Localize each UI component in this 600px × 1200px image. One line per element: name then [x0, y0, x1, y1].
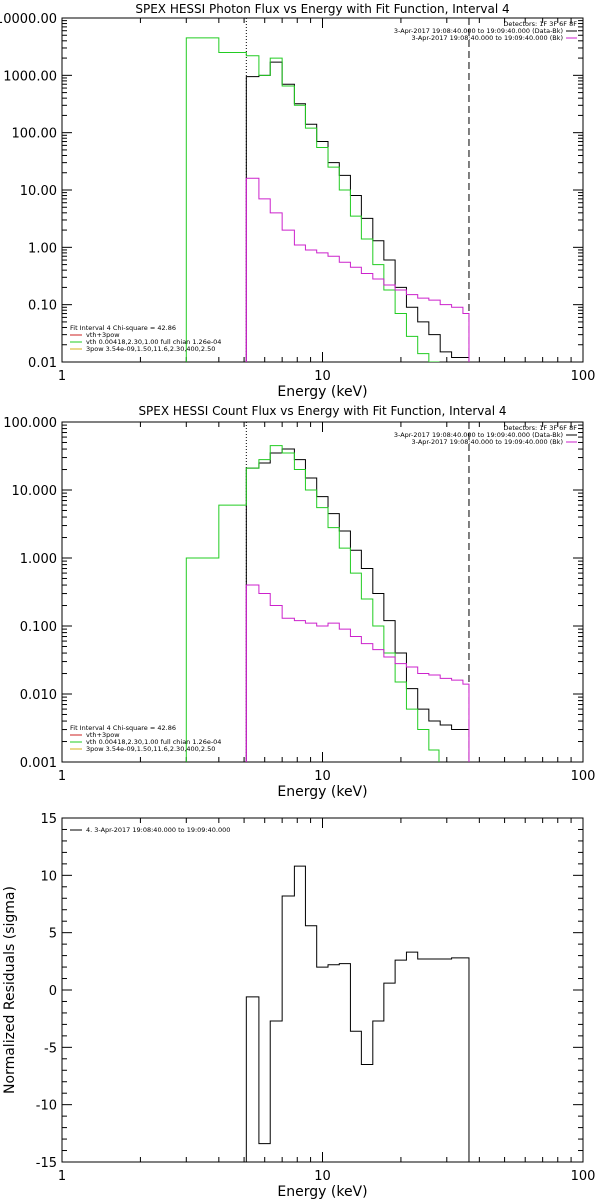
y-tick-label: 15: [40, 812, 57, 827]
data-series-3: [245, 584, 470, 762]
fit-legend-entry: vth+3pow: [86, 731, 120, 739]
plot-frame: [61, 421, 584, 763]
legend-header: Detectors: 1F 3F 6F 8F: [503, 20, 577, 28]
x-tick-label: 10: [314, 769, 331, 784]
chart-title: SPEX HESSI Photon Flux vs Energy with Fi…: [135, 2, 509, 16]
x-tick-label: 10: [314, 1169, 331, 1184]
fit-legend-entry: vth 0.00418,2.30,1.00 full chian 1.26e-0…: [86, 338, 221, 346]
x-tick-label: 100: [571, 769, 596, 784]
legend-entry: 3-Apr-2017 19:08:40.000 to 19:09:40.000 …: [412, 34, 563, 42]
x-tick-label: 100: [571, 1169, 596, 1184]
chart-title: SPEX HESSI Count Flux vs Energy with Fit…: [138, 404, 506, 418]
fit-legend-entry: vth+3pow: [86, 331, 120, 339]
y-tick-label: 1.00: [28, 241, 57, 256]
y-tick-label: 0.010: [20, 688, 57, 703]
x-tick-label: 10: [314, 369, 331, 384]
y-tick-label: 10000.00: [0, 12, 57, 27]
data-series-3: [245, 177, 470, 362]
y-tick-label: 0.001: [20, 756, 57, 771]
data-series-1: [245, 61, 470, 362]
data-series-1: [245, 865, 470, 1162]
data-series-2: [185, 445, 440, 762]
fit-legend-header: Fit Interval 4 Chi-square = 42.86: [70, 324, 176, 332]
y-tick-label: 0.10: [28, 299, 57, 314]
legend-entry: 3-Apr-2017 19:08:40.000 to 19:09:40.000 …: [394, 431, 563, 439]
y-tick-label: 100.00: [12, 127, 58, 142]
x-tick-label: 1: [58, 1169, 66, 1184]
y-tick-label: 1000.00: [3, 69, 57, 84]
data-series-1: [245, 448, 470, 762]
y-tick-label: -10: [36, 1099, 57, 1114]
legend-entry: 3-Apr-2017 19:08:40.000 to 19:09:40.000 …: [412, 438, 563, 446]
legend-entry: 3-Apr-2017 19:08:40.000 to 19:09:40.000 …: [394, 27, 563, 35]
x-tick-label: 1: [58, 769, 66, 784]
y-tick-label: 0: [49, 984, 57, 999]
chart-panel-2: SPEX HESSI Count Flux vs Energy with Fit…: [3, 404, 595, 800]
series-group: [185, 37, 470, 362]
y-axis-label: Normalized Residuals (sigma): [2, 886, 18, 1094]
y-tick-label: 10.000: [12, 484, 58, 499]
x-tick-label: 1: [58, 369, 66, 384]
y-tick-label: -5: [44, 1041, 57, 1056]
y-tick-label: 100.000: [3, 416, 57, 431]
y-tick-label: -15: [36, 1156, 57, 1171]
fit-legend-entry: 3pow 3.54e-09,1.50,11.6,2.30,400,2.50: [86, 345, 215, 353]
y-tick-label: 0.01: [28, 356, 57, 371]
fit-legend-entry: vth 0.00418,2.30,1.00 full chian 1.26e-0…: [86, 738, 221, 746]
plot-frame: [61, 17, 584, 363]
y-tick-label: 1.000: [20, 552, 57, 567]
y-tick-label: 10: [40, 869, 57, 884]
chart-panel-3: 1 10 100 -15 -10 -5 0 5 10 15 Energy (keV) Normaliz…: [2, 812, 595, 1200]
legend-header: Detectors: 1F 3F 6F 8F: [503, 424, 577, 432]
legend-entry: 4. 3-Apr-2017 19:08:40.000 to 19:09:40.0…: [86, 826, 230, 834]
x-tick-label: 100: [571, 369, 596, 384]
series-group: [245, 865, 470, 1162]
series-group: [185, 445, 470, 762]
chart-panel-1: SPEX HESSI Photon Flux vs Energy with Fi…: [0, 2, 595, 400]
fit-legend-header: Fit Interval 4 Chi-square = 42.86: [70, 724, 176, 732]
fit-legend-entry: 3pow 3.54e-09,1.50,11.6,2.30,400,2.50: [86, 745, 215, 753]
y-tick-label: 0.100: [20, 620, 57, 635]
y-tick-label: 10.00: [20, 184, 57, 199]
x-axis-label: Energy (keV): [277, 784, 367, 800]
x-axis-label: Energy (keV): [277, 384, 367, 400]
plot-frame: [61, 817, 584, 1163]
data-series-2: [185, 37, 440, 362]
y-tick-label: 5: [49, 927, 57, 942]
x-axis-label: Energy (keV): [277, 1184, 367, 1200]
